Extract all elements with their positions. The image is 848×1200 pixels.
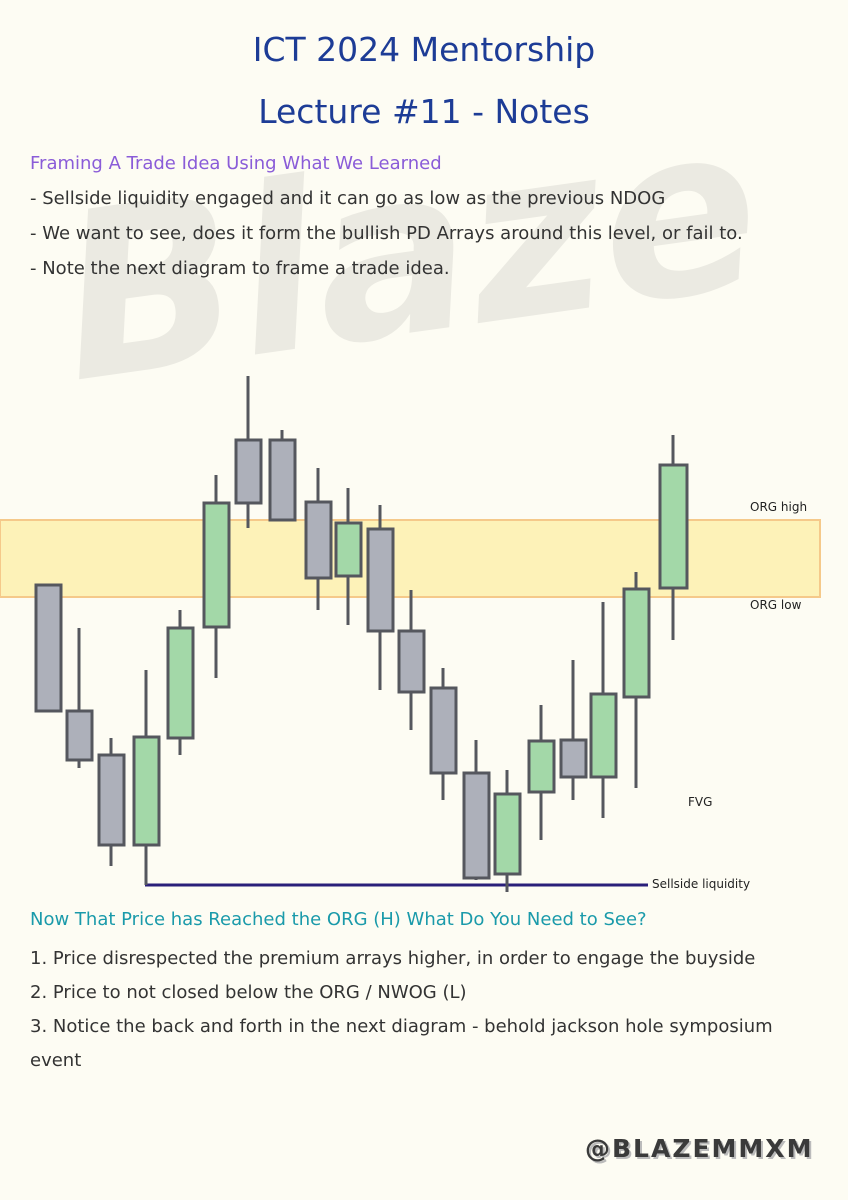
label: FVG <box>688 795 713 809</box>
candle <box>202 501 231 629</box>
candle <box>366 527 395 633</box>
title: Lecture #11 - Notes <box>258 92 590 131</box>
line: - We want to see, does it form the bulli… <box>30 223 743 244</box>
candles <box>34 376 689 892</box>
label: ORG low <box>750 598 802 612</box>
title: ICT 2024 Mentorship <box>252 30 596 69</box>
label: ORG high <box>750 500 808 514</box>
candle <box>65 709 94 762</box>
candle <box>97 753 126 847</box>
candle <box>397 629 426 694</box>
candle <box>166 626 195 740</box>
line: - Note the next diagram to frame a trade… <box>30 258 450 279</box>
notes: - Sellside liquidity engaged and it can … <box>30 181 825 286</box>
candle <box>462 771 491 880</box>
candle <box>334 521 363 578</box>
org-zone <box>0 519 821 598</box>
candle <box>429 686 458 775</box>
heading: Framing A Trade Idea Using What We Learn… <box>30 153 442 174</box>
candle <box>34 583 63 713</box>
candle <box>132 735 161 847</box>
candle <box>622 587 651 699</box>
line: - Sellside liquidity engaged and it can … <box>30 188 666 209</box>
candle <box>268 438 297 522</box>
notes: 1. Price disrespected the premium arrays… <box>30 942 825 1078</box>
label: Sellside liquidity <box>652 877 751 891</box>
candle <box>493 792 522 876</box>
candle <box>527 739 556 794</box>
candle <box>304 500 333 580</box>
candle <box>559 738 588 779</box>
line: 1. Price disrespected the premium arrays… <box>30 948 756 969</box>
handle: @BLAZEMMXM <box>585 1134 814 1163</box>
heading: Now That Price has Reached the ORG (H) W… <box>30 909 647 930</box>
line: 3. Notice the back and forth in the next… <box>30 1016 773 1071</box>
candle <box>234 438 263 505</box>
line: 2. Price to not closed below the ORG / N… <box>30 982 467 1003</box>
candle <box>658 463 689 590</box>
candle <box>589 692 618 779</box>
